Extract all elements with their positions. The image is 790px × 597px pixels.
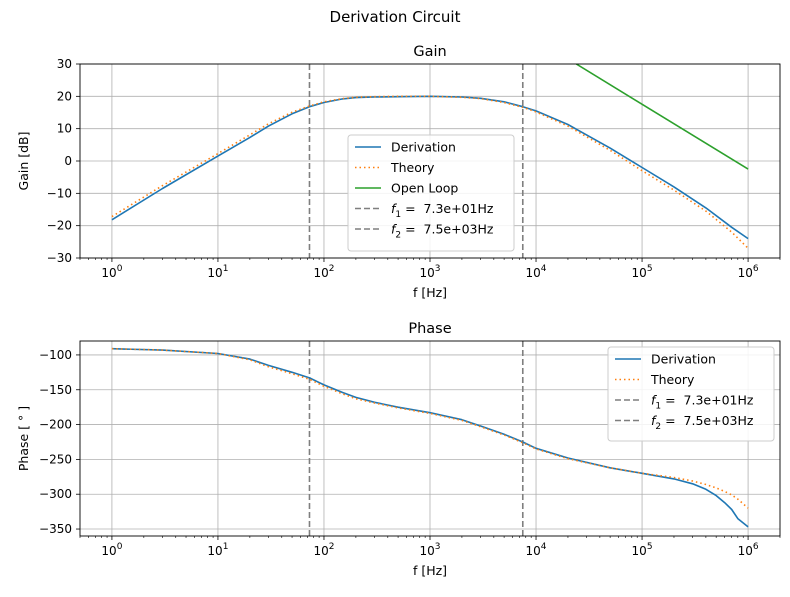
plot-title: Gain xyxy=(413,44,446,60)
legend-label: Theory xyxy=(650,372,695,387)
x-tick-label-base: 10 xyxy=(207,266,222,280)
x-tick-label-exp: 1 xyxy=(223,264,229,274)
x-tick-label: 106 xyxy=(738,542,759,558)
x-tick-label-exp: 3 xyxy=(435,264,441,274)
plot-area xyxy=(111,341,749,536)
axes-frame xyxy=(79,340,781,537)
x-tick-label-exp: 2 xyxy=(329,542,335,552)
x-tick-label: 101 xyxy=(207,264,228,280)
y-tick-label: 10 xyxy=(57,122,72,136)
y-tick-label: −300 xyxy=(39,487,72,501)
legend-label: f2 = 7.5e+03Hz xyxy=(651,413,754,432)
x-tick-label: 105 xyxy=(632,264,653,280)
legend-label-value: = 7.3e+01Hz xyxy=(661,393,754,408)
legend-label-symbol: f xyxy=(651,413,657,428)
y-tick-label: −250 xyxy=(39,452,72,466)
legend-label: f1 = 7.3e+01Hz xyxy=(651,393,754,412)
x-tick-label: 104 xyxy=(526,542,547,558)
x-tick-label-base: 10 xyxy=(101,266,116,280)
x-tick-label-exp: 6 xyxy=(753,264,759,274)
gain-plot: 100 101 102 103 104 105 106−30−20−100102030Gai… xyxy=(16,44,781,300)
y-tick-label: 0 xyxy=(64,154,72,168)
x-tick-label-exp: 0 xyxy=(117,264,123,274)
x-tick-label: 103 xyxy=(419,542,440,558)
legend-label-value: = 7.5e+03Hz xyxy=(661,413,754,428)
x-tick-label-base: 10 xyxy=(313,544,328,558)
legend-label: f2 = 7.5e+03Hz xyxy=(391,222,494,241)
x-tick-label-base: 10 xyxy=(738,266,753,280)
x-tick-label: 100 xyxy=(101,264,122,280)
x-tick-label-exp: 4 xyxy=(541,542,547,552)
legend-label-symbol: f xyxy=(391,201,397,216)
legend-label-subscript: 1 xyxy=(395,210,401,220)
y-tick-label: −10 xyxy=(47,186,72,200)
x-axis-label: f [Hz] xyxy=(413,285,447,300)
x-tick-label-exp: 3 xyxy=(435,542,441,552)
x-tick-label-base: 10 xyxy=(419,266,434,280)
y-tick-label: −20 xyxy=(47,219,72,233)
series-line-open-loop xyxy=(575,64,749,170)
legend-label: f1 = 7.3e+01Hz xyxy=(391,201,494,220)
x-tick-label-base: 10 xyxy=(738,544,753,558)
x-tick-label: 102 xyxy=(313,264,334,280)
x-tick-label-exp: 1 xyxy=(223,542,229,552)
legend-label-value: = 7.5e+03Hz xyxy=(401,222,494,237)
phase-plot: 100 101 102 103 104 105 106−350−300−250−200−15… xyxy=(16,321,781,578)
x-axis-label: f [Hz] xyxy=(413,563,447,578)
x-tick-label-base: 10 xyxy=(313,266,328,280)
legend-label-symbol: f xyxy=(651,393,657,408)
x-tick-label-exp: 6 xyxy=(753,542,759,552)
x-tick-label-exp: 2 xyxy=(329,264,335,274)
x-tick-label-base: 10 xyxy=(207,544,222,558)
y-axis-label: Phase [ ° ] xyxy=(16,406,31,471)
series-line-theory xyxy=(111,347,749,509)
x-tick-label-base: 10 xyxy=(526,266,541,280)
x-tick-label-base: 10 xyxy=(632,544,647,558)
legend-label-symbol: f xyxy=(391,222,397,237)
y-tick-label: −100 xyxy=(39,348,72,362)
y-axis-label: Gain [dB] xyxy=(16,132,31,191)
x-tick-label-exp: 0 xyxy=(117,542,123,552)
x-tick-label: 102 xyxy=(313,542,334,558)
figure-suptitle: Derivation Circuit xyxy=(330,8,461,26)
legend-label-subscript: 2 xyxy=(655,422,661,432)
x-tick-label: 101 xyxy=(207,542,228,558)
legend-label: Derivation xyxy=(651,352,716,367)
y-tick-label: −200 xyxy=(39,418,72,432)
series-line-derivation xyxy=(111,95,749,240)
legend-label: Open Loop xyxy=(391,181,458,196)
y-tick-label: −350 xyxy=(39,522,72,536)
legend-box xyxy=(607,346,775,442)
legend-label-value: = 7.3e+01Hz xyxy=(401,201,494,216)
y-tick-label: 30 xyxy=(57,57,72,71)
x-tick-label-exp: 5 xyxy=(647,264,653,274)
legend-box xyxy=(347,134,515,252)
legend-label: Derivation xyxy=(391,140,456,155)
plot-area xyxy=(111,64,749,258)
x-tick-label: 105 xyxy=(632,542,653,558)
legend-label-subscript: 1 xyxy=(655,402,661,412)
x-tick-label-base: 10 xyxy=(632,266,647,280)
plot-title: Phase xyxy=(408,321,451,337)
x-tick-label-exp: 5 xyxy=(647,542,653,552)
x-tick-label-base: 10 xyxy=(526,544,541,558)
series-line-derivation xyxy=(111,347,749,528)
y-tick-label: −150 xyxy=(39,383,72,397)
x-tick-label-base: 10 xyxy=(419,544,434,558)
x-tick-label: 103 xyxy=(419,264,440,280)
x-tick-label: 100 xyxy=(101,542,122,558)
legend-label: Theory xyxy=(390,160,435,175)
legend-label-subscript: 2 xyxy=(395,231,401,241)
x-tick-label-exp: 4 xyxy=(541,264,547,274)
axes-frame xyxy=(79,63,781,259)
x-tick-label: 104 xyxy=(526,264,547,280)
x-tick-label: 106 xyxy=(738,264,759,280)
y-tick-label: −30 xyxy=(47,251,72,265)
x-tick-label-base: 10 xyxy=(101,544,116,558)
y-tick-label: 20 xyxy=(57,89,72,103)
